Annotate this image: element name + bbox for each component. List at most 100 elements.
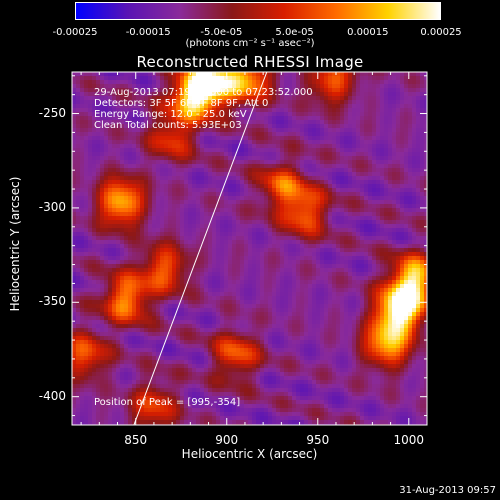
heatmap-cell [224, 276, 229, 281]
heatmap-cell [112, 404, 117, 409]
heatmap-cell [252, 108, 257, 113]
heatmap-cell [84, 320, 89, 325]
heatmap-cell [280, 76, 285, 81]
heatmap-cell [172, 304, 177, 309]
heatmap-cell [228, 180, 233, 185]
heatmap-cell [136, 316, 141, 321]
heatmap-cell [160, 92, 165, 97]
heatmap-cell [172, 140, 177, 145]
heatmap-cell [164, 272, 169, 277]
heatmap-cell [120, 324, 125, 329]
heatmap-cell [208, 136, 213, 141]
heatmap-cell [188, 148, 193, 153]
heatmap-cell [172, 348, 177, 353]
heatmap-cell [144, 212, 149, 217]
heatmap-cell [132, 224, 137, 229]
heatmap-cell [196, 168, 201, 173]
heatmap-cell [132, 244, 137, 249]
heatmap-cell [144, 100, 149, 105]
heatmap-cell [284, 160, 289, 165]
heatmap-cell [148, 136, 153, 141]
heatmap-cell [192, 348, 197, 353]
heatmap-cell [204, 288, 209, 293]
heatmap-cell [152, 280, 157, 285]
heatmap-cell [236, 208, 241, 213]
heatmap-cell [160, 112, 165, 117]
heatmap-cell [276, 180, 281, 185]
heatmap-cell [156, 280, 161, 285]
heatmap-cell [252, 352, 257, 357]
heatmap-cell [100, 308, 105, 313]
heatmap-cell [140, 268, 145, 273]
heatmap-cell [176, 236, 181, 241]
heatmap-cell [176, 404, 181, 409]
heatmap-cell [268, 240, 273, 245]
heatmap-cell [248, 144, 253, 149]
heatmap-cell [252, 276, 257, 281]
heatmap-cell [80, 348, 85, 353]
heatmap-cell [84, 132, 89, 137]
heatmap-cell [80, 180, 85, 185]
heatmap-cell [236, 420, 241, 425]
heatmap-cell [148, 236, 153, 241]
heatmap-cell [144, 360, 149, 365]
heatmap-cell [144, 396, 149, 401]
heatmap-cell [132, 304, 137, 309]
heatmap-cell [108, 328, 113, 333]
heatmap-cell [164, 220, 169, 225]
heatmap-cell [84, 276, 89, 281]
heatmap-cell [88, 104, 93, 109]
heatmap-cell [92, 280, 97, 285]
heatmap-cell [228, 220, 233, 225]
heatmap-cell [220, 220, 225, 225]
heatmap-cell [220, 280, 225, 285]
heatmap-cell [288, 196, 293, 201]
heatmap-cell [208, 92, 213, 97]
heatmap-cell [172, 328, 177, 333]
heatmap-cell [128, 152, 133, 157]
heatmap-cell [264, 304, 269, 309]
heatmap-cell [236, 400, 241, 405]
heatmap-cell [116, 324, 121, 329]
heatmap-cell [84, 88, 89, 93]
heatmap-cell [132, 196, 137, 201]
heatmap-cell [76, 384, 81, 389]
heatmap-cell [76, 396, 81, 401]
heatmap-cell [288, 192, 293, 197]
heatmap-cell [224, 172, 229, 177]
heatmap-cell [204, 168, 209, 173]
heatmap-cell [156, 384, 161, 389]
heatmap-cell [192, 412, 197, 417]
heatmap-cell [176, 272, 181, 277]
heatmap-cell [280, 316, 285, 321]
heatmap-cell [276, 148, 281, 153]
heatmap-cell [92, 264, 97, 269]
heatmap-cell [240, 412, 245, 417]
heatmap-cell [180, 240, 185, 245]
heatmap-cell [232, 388, 237, 393]
heatmap-cell [160, 80, 165, 85]
heatmap-cell [100, 224, 105, 229]
heatmap-cell [124, 116, 129, 121]
heatmap-cell [248, 272, 253, 277]
heatmap-cell [116, 240, 121, 245]
heatmap-cell [84, 100, 89, 105]
heatmap-cell [252, 368, 257, 373]
heatmap-cell [96, 88, 101, 93]
heatmap-cell [240, 212, 245, 217]
heatmap-cell [252, 204, 257, 209]
heatmap-cell [264, 368, 269, 373]
heatmap-cell [120, 76, 125, 81]
heatmap-cell [100, 208, 105, 213]
heatmap-cell [264, 108, 269, 113]
heatmap-cell [176, 92, 181, 97]
heatmap-cell [232, 412, 237, 417]
heatmap-cell [72, 332, 77, 337]
heatmap-cell [124, 336, 129, 341]
heatmap-cell [76, 264, 81, 269]
heatmap-cell [212, 400, 217, 405]
heatmap-cell [172, 180, 177, 185]
heatmap-cell [192, 236, 197, 241]
heatmap-cell [232, 180, 237, 185]
heatmap-cell [136, 212, 141, 217]
